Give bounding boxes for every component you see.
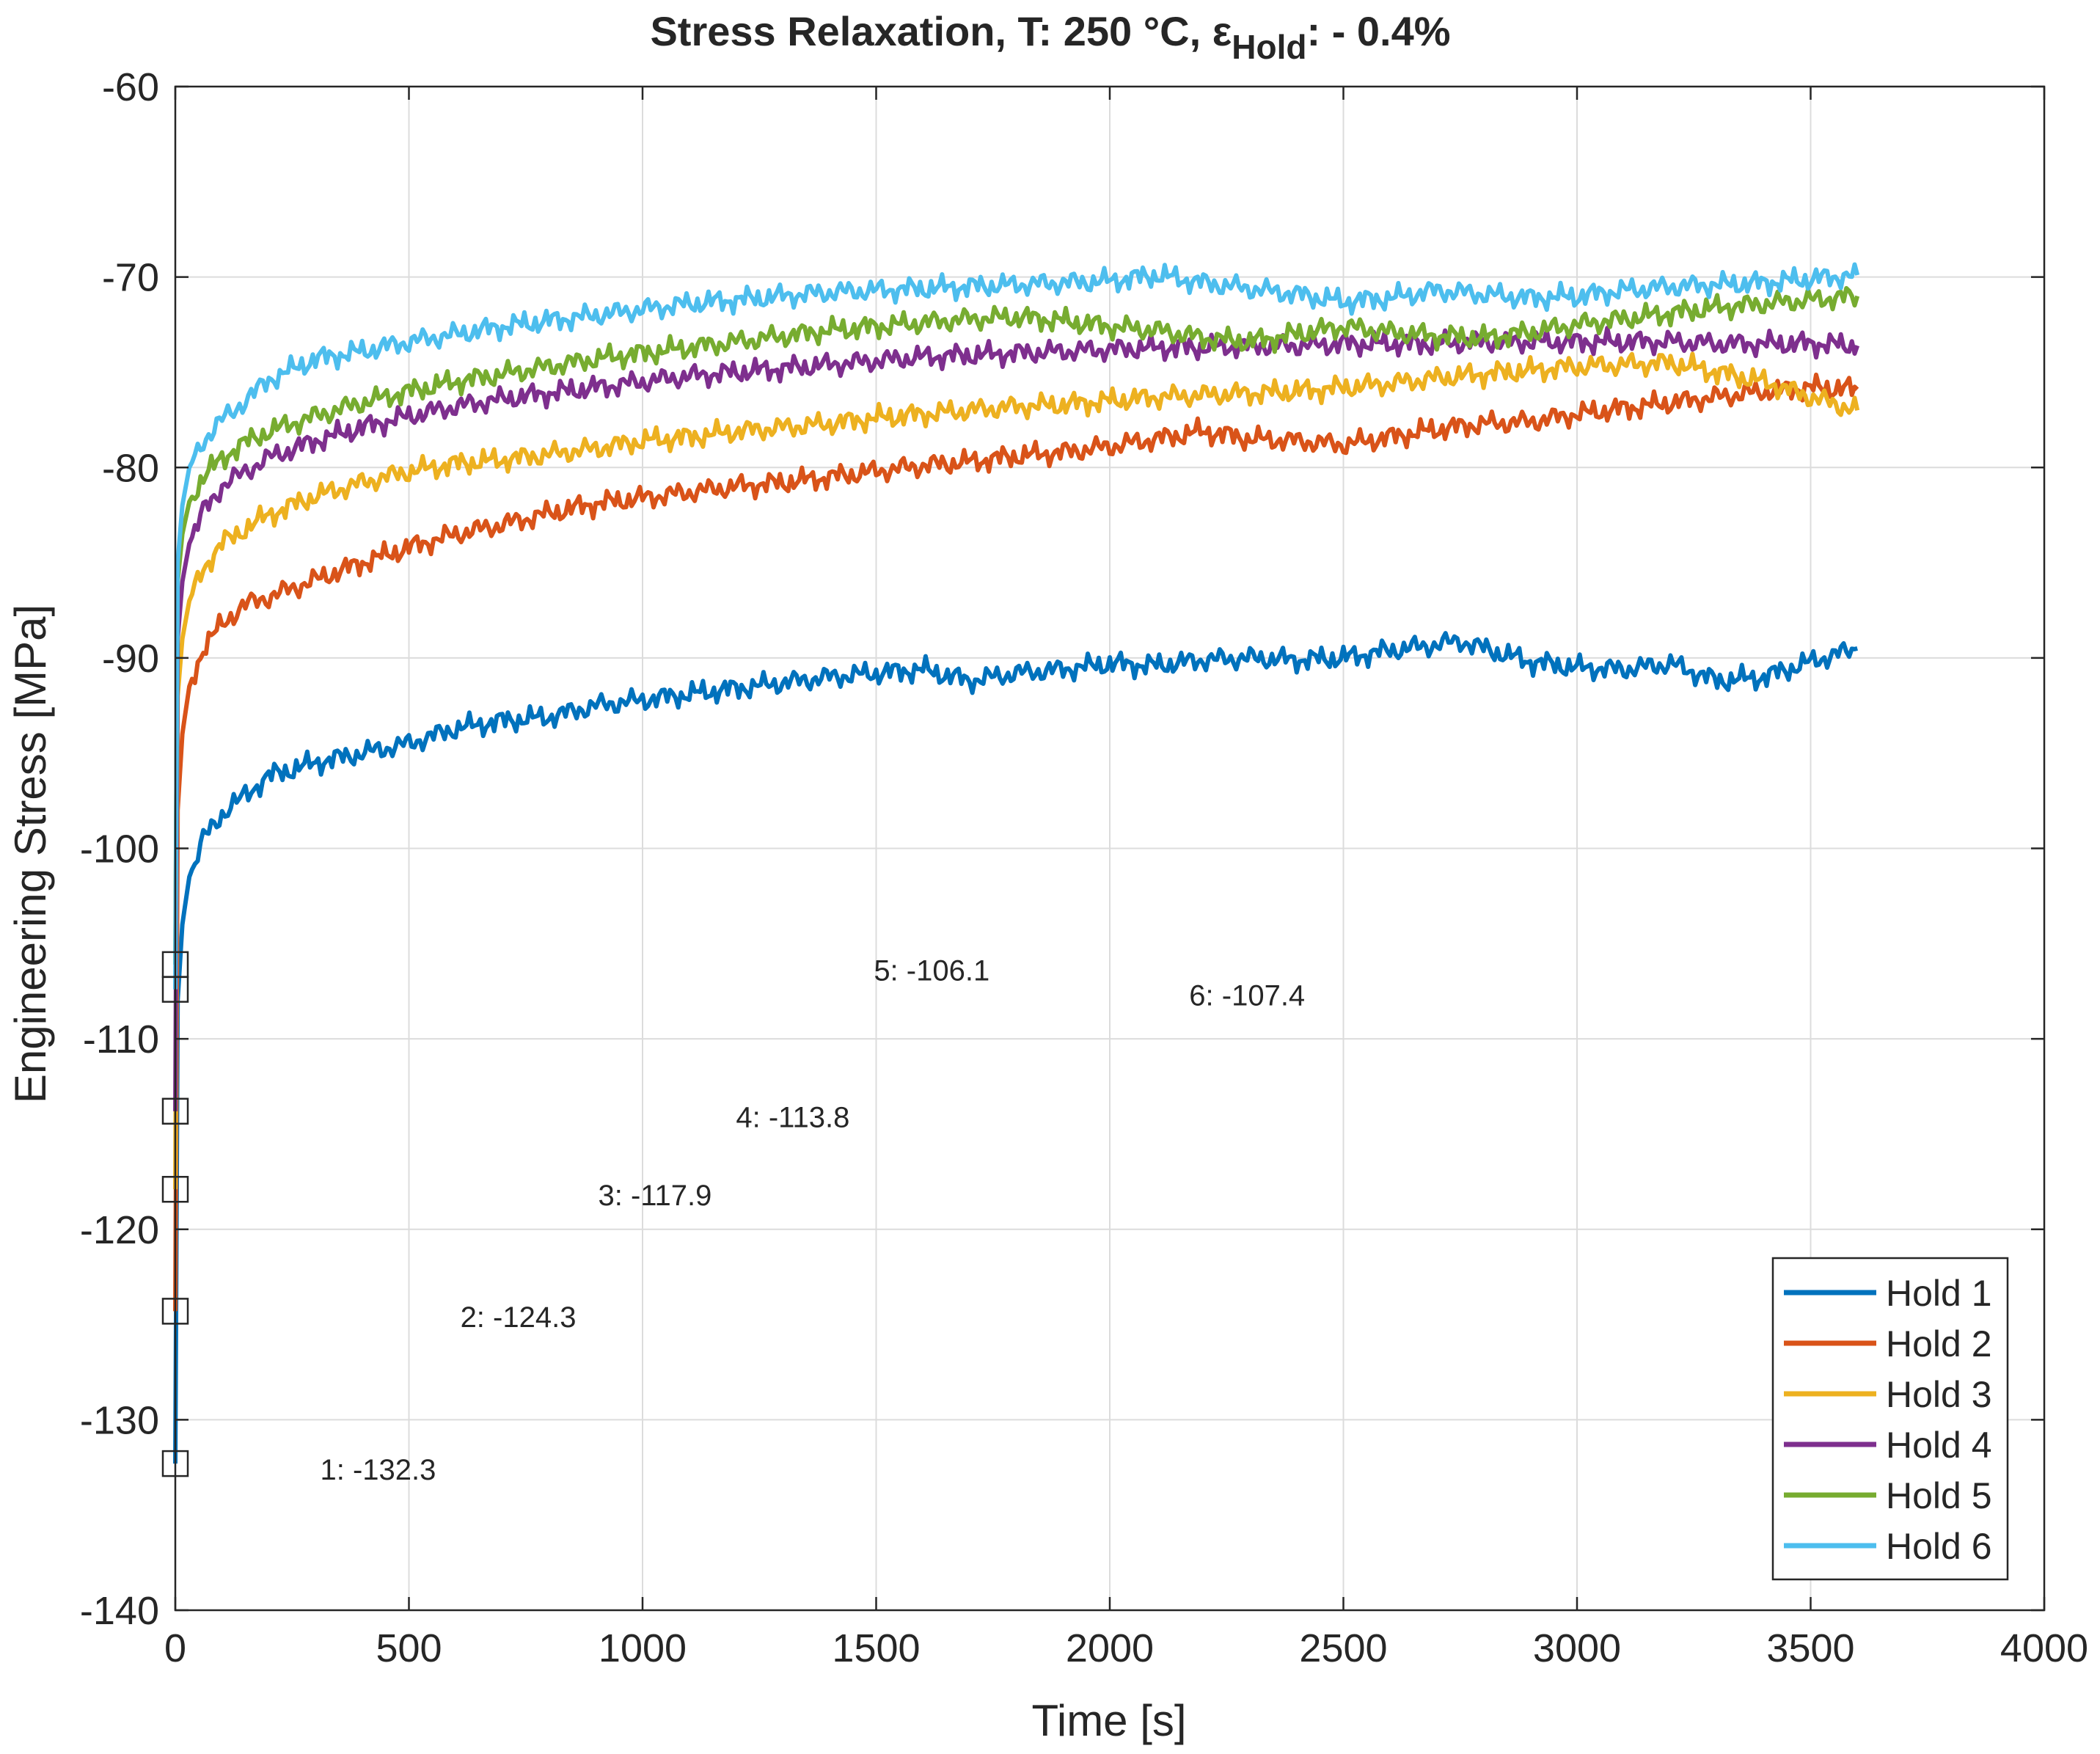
chart-title-suffix: : - 0.4% [1306, 8, 1450, 54]
y-tick-label: -120 [80, 1208, 159, 1252]
series-line-hold-4 [173, 326, 1860, 1111]
chart-title-main: Stress Relaxation, T: 250 °C, ε [650, 8, 1232, 54]
legend-box [1771, 1257, 2009, 1581]
y-axis-label: Engineering Stress [MPa] [6, 604, 55, 1103]
y-tick-label: -70 [102, 256, 159, 300]
y-tick-label: -90 [102, 637, 159, 681]
x-axis-label: Time [s] [1031, 1696, 1186, 1745]
x-tick-label: 2000 [1066, 1626, 1154, 1670]
legend-label-hold-5: Hold 5 [1886, 1475, 1992, 1516]
annotation-label-4: 4: -113.8 [736, 1102, 849, 1134]
x-tick-label: 3000 [1533, 1626, 1621, 1670]
x-tick-label: 4000 [2000, 1626, 2088, 1670]
x-tick-label: 0 [164, 1626, 186, 1670]
legend-label-hold-2: Hold 2 [1886, 1323, 1992, 1364]
x-tick-label: 1500 [832, 1626, 920, 1670]
legend-label-hold-3: Hold 3 [1886, 1374, 1992, 1415]
annotation-label-5: 5: -106.1 [874, 955, 989, 987]
chart-title-subscript: Hold [1232, 28, 1306, 66]
series-line-hold-2 [173, 372, 1859, 1312]
series-line-hold-3 [173, 351, 1860, 1190]
series-line-hold-1 [173, 631, 1858, 1464]
annotation-layer: 1: -132.3 2: -124.3 3: -117.9 4: -113.8 5: -… [320, 955, 1305, 1486]
series-layer [173, 262, 1860, 1464]
x-tick-label: 500 [376, 1626, 442, 1670]
chart-title: Stress Relaxation, T: 250 °C, εHold: - 0… [650, 8, 1450, 66]
y-tick-label: -110 [83, 1017, 159, 1061]
y-tick-label: -130 [80, 1398, 159, 1442]
series-line-hold-5 [173, 285, 1860, 965]
legend-label-hold-1: Hold 1 [1886, 1273, 1992, 1314]
y-tick-label: -80 [102, 446, 159, 490]
y-tick-label: -140 [80, 1589, 159, 1633]
legend-label-hold-6: Hold 6 [1886, 1526, 1992, 1567]
annotation-label-2: 2: -124.3 [461, 1301, 577, 1334]
legend: Hold 1 Hold 2 Hold 3 Hold 4 Hold 5 Hold 6 [1771, 1257, 2009, 1581]
y-tick-label: -60 [102, 65, 159, 109]
tick-layer: 0 500 1000 1500 2000 2500 3000 3500 4000 -60 -70 -8… [80, 65, 2088, 1670]
x-tick-label: 3500 [1766, 1626, 1854, 1670]
annotation-label-6: 6: -107.4 [1189, 979, 1305, 1012]
legend-label-hold-4: Hold 4 [1886, 1425, 1992, 1466]
series-line-hold-6 [173, 262, 1860, 990]
x-tick-label: 2500 [1299, 1626, 1387, 1670]
x-tick-label: 1000 [599, 1626, 687, 1670]
annotation-label-3: 3: -117.9 [598, 1180, 711, 1212]
annotation-label-1: 1: -132.3 [320, 1454, 436, 1486]
y-tick-label: -100 [80, 827, 159, 871]
